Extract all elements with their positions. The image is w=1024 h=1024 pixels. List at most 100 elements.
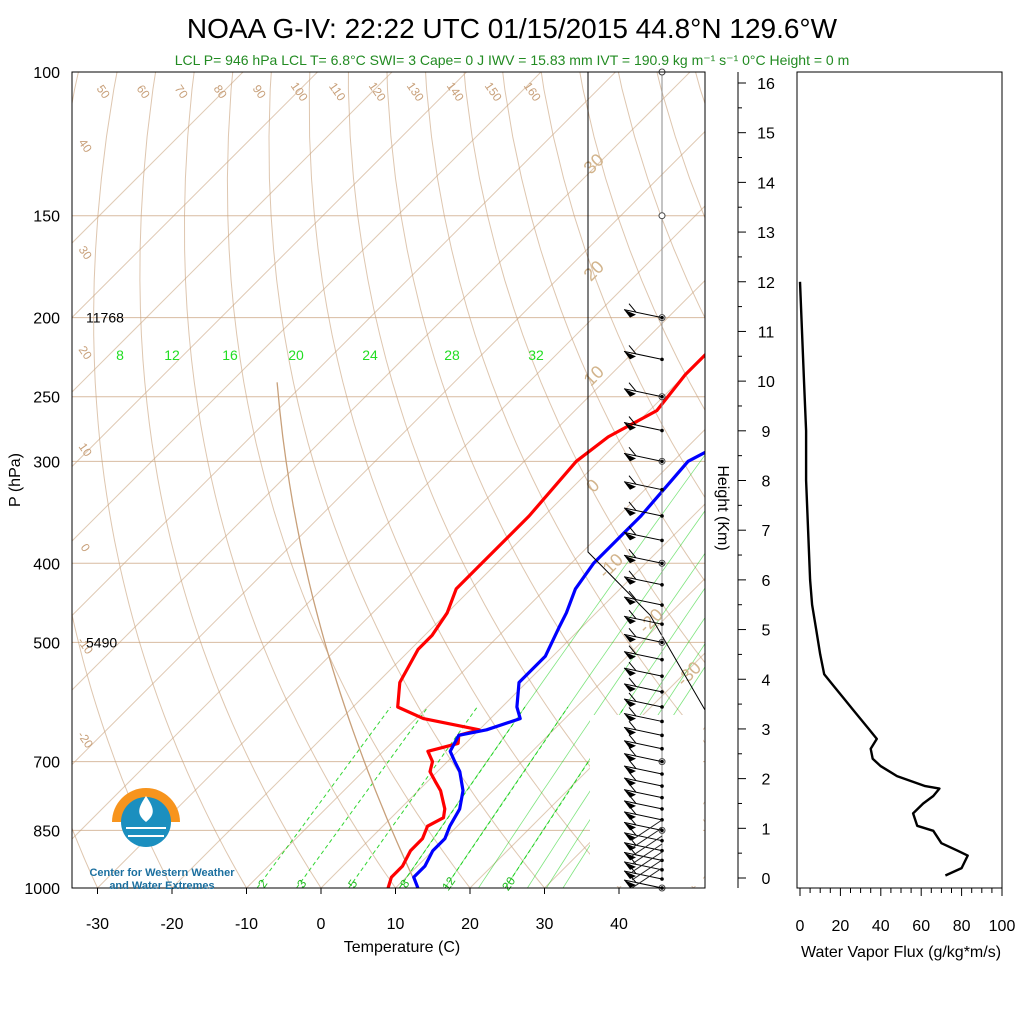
height-tick-label: 6 bbox=[762, 573, 771, 590]
wind-barb-flag bbox=[624, 616, 636, 625]
pressure-tick-label: 150 bbox=[33, 209, 60, 226]
wind-barb-feather bbox=[628, 382, 637, 392]
wind-barb-flag bbox=[624, 555, 636, 564]
isotherm-line bbox=[72, 72, 542, 542]
x-tick-label: 0 bbox=[317, 916, 326, 933]
height-tick-label: 7 bbox=[762, 523, 771, 540]
height-tick-label: 0 bbox=[762, 871, 771, 888]
flux-x-tick-label: 60 bbox=[912, 918, 930, 935]
wind-barb-flag bbox=[624, 727, 636, 736]
wind-barb-flag bbox=[624, 634, 636, 643]
isotherm-line bbox=[72, 72, 393, 393]
mixing-ratio-label: 28 bbox=[444, 347, 460, 363]
wind-barb-flag bbox=[624, 651, 636, 660]
logo-text-line1: Center for Western Weather bbox=[89, 867, 235, 879]
height-tick-label: 4 bbox=[762, 672, 771, 689]
dry-adiabat-line bbox=[386, 72, 705, 823]
height-tick-label: 9 bbox=[762, 424, 771, 441]
flux-x-tick-label: 0 bbox=[796, 918, 805, 935]
wind-barb bbox=[623, 481, 663, 491]
pressure-tick-label: 250 bbox=[33, 390, 60, 407]
chart-subtitle: LCL P= 946 hPa LCL T= 6.8°C SWI= 3 Cape=… bbox=[175, 52, 850, 68]
adiabat-label: 110 bbox=[326, 80, 349, 104]
isotherm-line bbox=[469, 652, 705, 888]
wind-barb-feather bbox=[628, 707, 637, 717]
wind-barb bbox=[631, 867, 663, 889]
chart-title: NOAA G-IV: 22:22 UTC 01/15/2015 44.8°N 1… bbox=[187, 13, 838, 44]
wind-barb bbox=[623, 667, 663, 677]
wind-barb bbox=[623, 507, 663, 517]
wind-barb-flag bbox=[624, 842, 636, 851]
x-tick-label: -20 bbox=[160, 916, 183, 933]
adiabat-label: 10 bbox=[76, 440, 95, 459]
adiabat-label: -10 bbox=[594, 549, 627, 582]
height-tick-label: 8 bbox=[762, 474, 771, 491]
wind-barb bbox=[623, 554, 663, 564]
dry-adiabat-line bbox=[502, 72, 705, 583]
height-tick-label: 5 bbox=[762, 623, 771, 640]
wind-barb-flag bbox=[624, 532, 636, 541]
dry-adiabat-line bbox=[183, 72, 397, 888]
height-tick-label: 16 bbox=[757, 76, 775, 93]
wind-barb bbox=[623, 576, 663, 586]
wind-barb bbox=[623, 800, 663, 810]
isotherm-line bbox=[395, 577, 705, 888]
wind-barb bbox=[623, 422, 663, 431]
wind-barb bbox=[623, 821, 663, 831]
wind-barb-dot bbox=[660, 315, 664, 320]
x-tick-label: -30 bbox=[86, 916, 109, 933]
wind-barb-flag bbox=[624, 880, 636, 888]
pressure-tick-label: 200 bbox=[33, 311, 60, 328]
wind-barb-flag bbox=[624, 832, 636, 841]
wind-barb-feather bbox=[628, 645, 637, 655]
pressure-tick-label: 100 bbox=[33, 65, 60, 82]
wind-barb-flag bbox=[624, 861, 636, 870]
wind-barb-feather bbox=[628, 677, 637, 687]
wind-barb bbox=[623, 531, 663, 541]
dry-adiabat-line bbox=[656, 72, 705, 220]
height-tick-label: 11 bbox=[758, 324, 775, 341]
flux-x-tick-label: 20 bbox=[832, 918, 850, 935]
adiabat-label: 130 bbox=[404, 79, 427, 104]
adiabat-label: 30 bbox=[76, 243, 95, 262]
temperature-line bbox=[386, 352, 705, 888]
dry-adiabat-line bbox=[695, 72, 705, 106]
adiabat-label: 30 bbox=[580, 150, 608, 178]
isotherm-line bbox=[72, 72, 616, 617]
wind-barb-flag bbox=[624, 800, 636, 809]
dewpoint-line bbox=[412, 450, 705, 888]
y-axis-label: P (hPa) bbox=[7, 453, 24, 507]
wind-barb bbox=[623, 861, 663, 871]
wind-barb-feather bbox=[628, 609, 637, 619]
adiabat-label: 60 bbox=[134, 82, 153, 101]
adiabat-label: 20 bbox=[76, 343, 95, 362]
mixing-ratio-label: 32 bbox=[528, 347, 544, 363]
skew-t-frame bbox=[71, 71, 706, 889]
wind-barb bbox=[623, 870, 663, 880]
wind-barb-flag bbox=[624, 852, 636, 861]
x-axis-label: Temperature (C) bbox=[344, 939, 460, 956]
wind-barb-feather bbox=[628, 734, 637, 744]
height-tick-label: 3 bbox=[762, 722, 771, 739]
pressure-tick-label: 500 bbox=[33, 635, 60, 652]
dry-adiabat-line bbox=[540, 72, 705, 499]
wind-barb-flag bbox=[624, 481, 636, 490]
wind-barb bbox=[623, 740, 663, 750]
wind-barb-area bbox=[587, 68, 706, 892]
water-vapor-flux-line bbox=[798, 281, 969, 877]
x-tick-label: 20 bbox=[461, 916, 479, 933]
pressure-tick-label: 300 bbox=[33, 454, 60, 471]
adiabat-label: 70 bbox=[172, 82, 191, 101]
wind-barb bbox=[631, 827, 663, 849]
wind-barb bbox=[623, 726, 663, 736]
adiabat-label: 0 bbox=[78, 541, 93, 555]
mixing-ratio-label: 16 bbox=[222, 347, 238, 363]
adiabat-label: 160 bbox=[521, 79, 544, 104]
flux-frame bbox=[796, 71, 1003, 889]
wind-barb bbox=[623, 832, 663, 842]
wind-barb bbox=[623, 651, 663, 661]
wind-barb-flag bbox=[624, 713, 636, 722]
isotherm-line bbox=[97, 279, 705, 888]
moist-line bbox=[444, 510, 705, 888]
